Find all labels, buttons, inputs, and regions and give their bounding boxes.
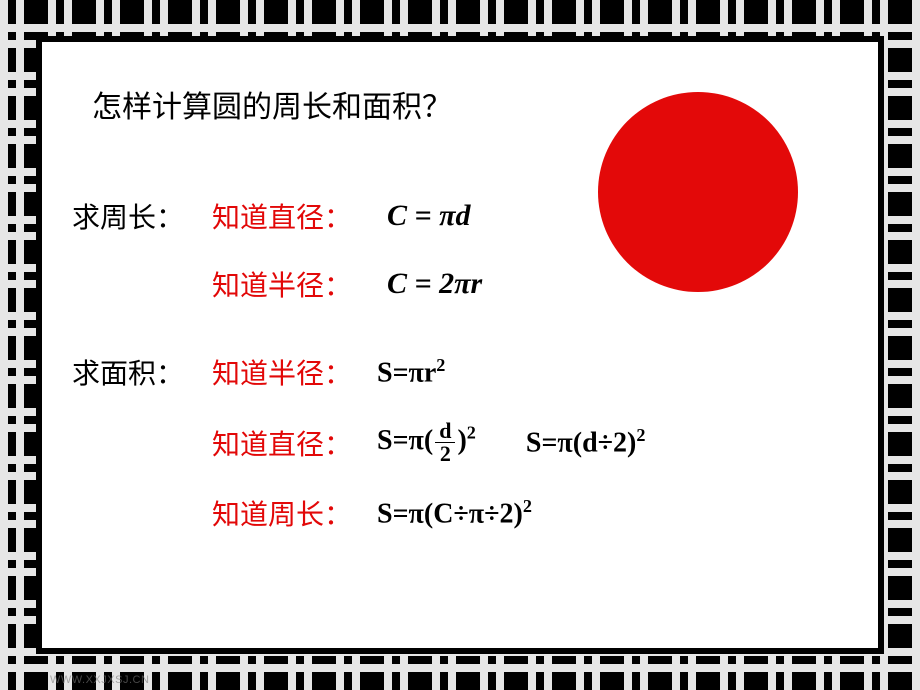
watermark-text: WWW.XXJXSJ.CN [50, 674, 149, 686]
know-diameter-label: 知道直径： [212, 196, 367, 236]
frac-suffix: )2 [457, 425, 475, 456]
formula-c-2pi-r: C = 2πr [387, 267, 482, 301]
formula-c-pi-d: C = πd [387, 199, 470, 233]
formula-s-pi-d-over-2: S=π(d2)2 [377, 420, 476, 465]
slide-content: 怎样计算圆的周长和面积？ 求周长： 知道直径： C = πd 知道半径： C =… [42, 42, 878, 648]
frac-prefix: S=π( [377, 425, 433, 456]
know-diameter-label-2: 知道直径： [212, 423, 367, 463]
circle-illustration [598, 92, 798, 292]
fraction-denominator: 2 [436, 443, 455, 465]
formula-s-from-c: S=π(C÷π÷2)2 [377, 496, 532, 530]
area-diameter-row: 知道直径： S=π(d2)2 S=π(d÷2)2 [212, 420, 858, 465]
area-circumference-row: 知道周长： S=π(C÷π÷2)2 [212, 493, 858, 533]
fraction-d-over-2: d2 [435, 420, 455, 465]
area-section-label: 求面积： [72, 352, 202, 392]
circumference-section-label: 求周长： [72, 196, 202, 236]
fraction-numerator: d [435, 420, 455, 443]
know-radius-label-1: 知道半径： [212, 264, 367, 304]
circumference-radius-row: 知道半径： C = 2πr [212, 264, 858, 304]
know-circumference-label: 知道周长： [212, 493, 367, 533]
formula-s-pi-r2: S=πr2 [377, 355, 445, 389]
formula-s-pi-d-div-2: S=π(d÷2)2 [526, 425, 646, 459]
know-radius-label-2: 知道半径： [212, 352, 367, 392]
area-radius-row: 求面积： 知道半径： S=πr2 [72, 352, 858, 392]
